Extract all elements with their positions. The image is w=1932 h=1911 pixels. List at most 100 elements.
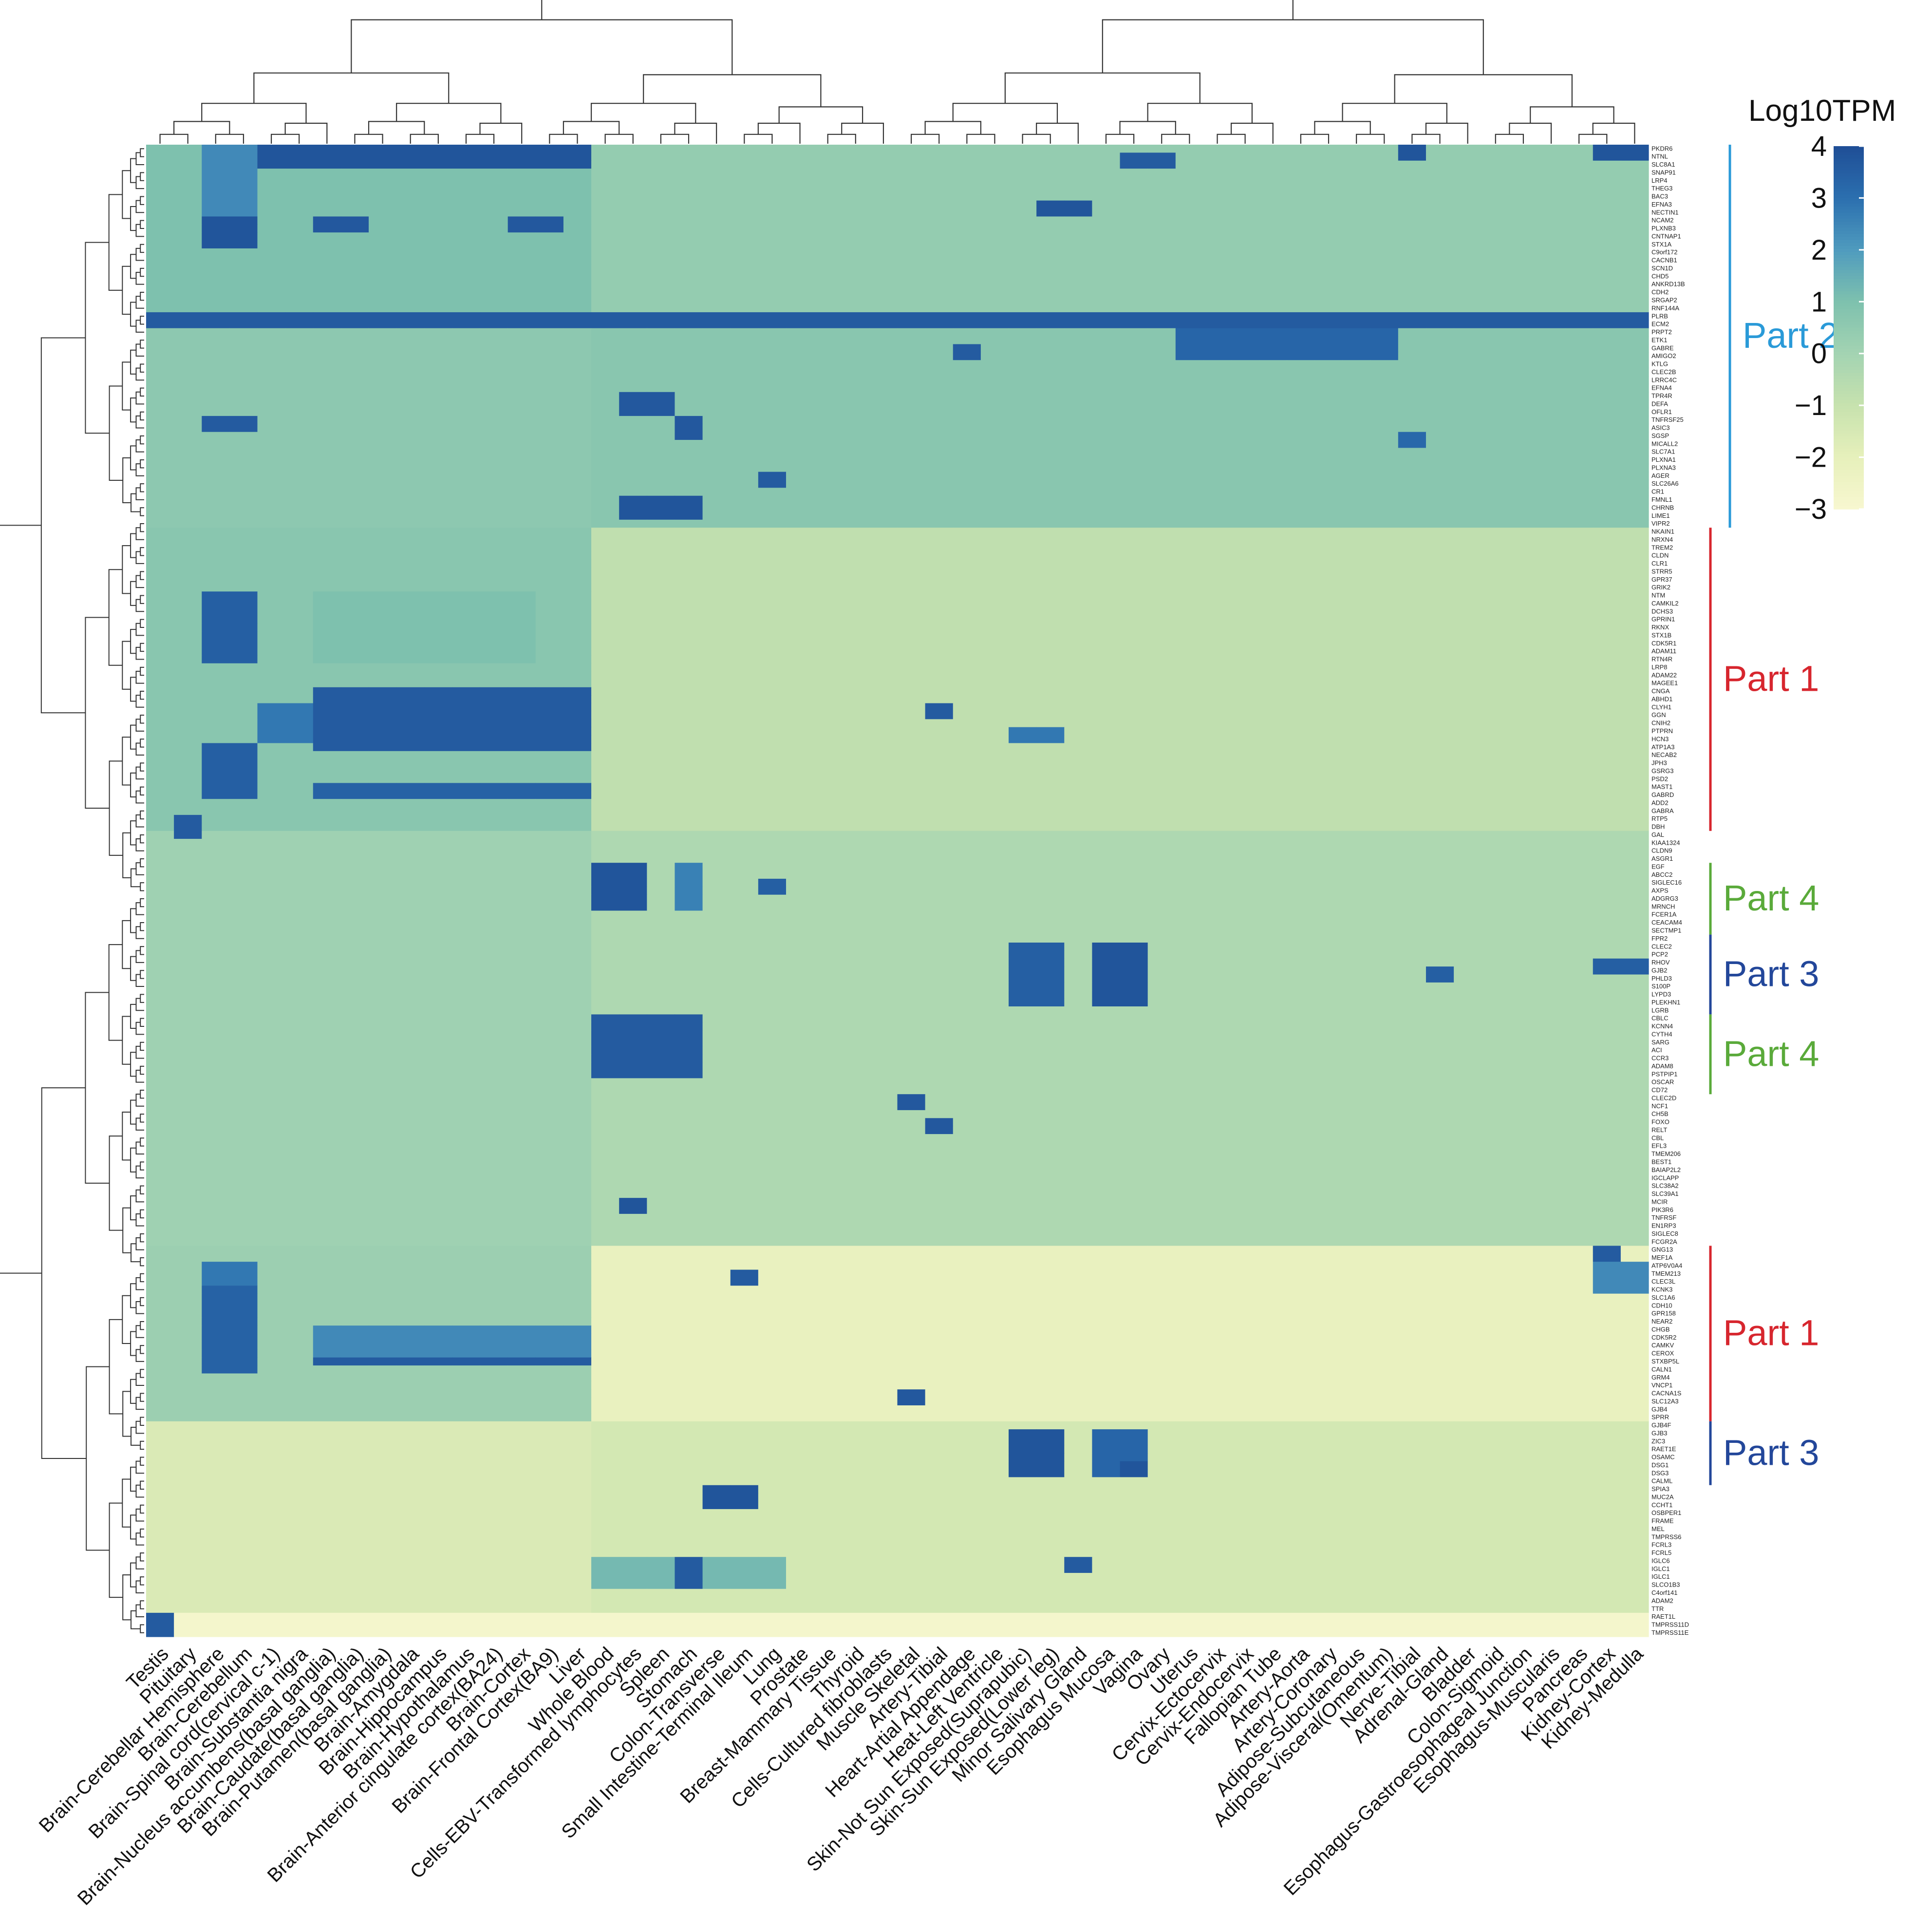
heatmap-cell: [369, 854, 397, 863]
heatmap-cell: [1565, 703, 1594, 712]
heatmap-cell: [619, 791, 647, 799]
heatmap-cell: [424, 408, 453, 416]
heatmap-cell: [1398, 807, 1426, 815]
heatmap-cell: [897, 488, 926, 496]
heatmap-cell: [675, 807, 703, 815]
heatmap-cell: [1064, 304, 1093, 313]
heatmap-cell: [202, 320, 230, 329]
heatmap-cell: [340, 551, 369, 560]
heatmap-cell: [1009, 368, 1037, 377]
heatmap-cell: [1454, 814, 1482, 823]
heatmap-cell: [396, 232, 425, 241]
heatmap-cell: [1092, 472, 1121, 480]
heatmap-cell: [257, 256, 286, 265]
heatmap-cell: [730, 320, 759, 329]
heatmap-cell: [452, 535, 481, 544]
heatmap-cell: [1593, 847, 1621, 855]
heatmap-cell: [1009, 160, 1037, 169]
heatmap-cell: [591, 145, 619, 153]
heatmap-cell: [1287, 847, 1315, 855]
heatmap-cell: [647, 455, 675, 464]
heatmap-cell: [1203, 807, 1232, 815]
heatmap-cell: [953, 543, 981, 552]
heatmap-cell: [1314, 671, 1343, 680]
heatmap-cell: [535, 528, 564, 536]
heatmap-cell: [1120, 647, 1148, 656]
heatmap-cell: [1342, 807, 1371, 815]
heatmap-cell: [897, 296, 926, 305]
heatmap-cell: [146, 280, 174, 289]
heatmap-cell: [897, 495, 926, 504]
heatmap-cell: [369, 767, 397, 776]
heatmap-cell: [563, 671, 592, 680]
heatmap-cell: [1454, 224, 1482, 233]
heatmap-cell: [285, 328, 314, 337]
heatmap-cell: [1203, 655, 1232, 664]
heatmap-cell: [1509, 495, 1538, 504]
heatmap-cell: [452, 735, 481, 744]
heatmap-cell: [786, 799, 814, 808]
heatmap-cell: [1342, 791, 1371, 799]
heatmap-cell: [563, 152, 592, 161]
heatmap-cell: [953, 551, 981, 560]
heatmap-cell: [1120, 264, 1148, 273]
heatmap-cell: [1593, 440, 1621, 449]
heatmap-cell: [786, 791, 814, 799]
heatmap-cell: [563, 575, 592, 584]
heatmap-cell: [340, 870, 369, 879]
heatmap-cell: [202, 831, 230, 839]
heatmap-cell: [1482, 208, 1510, 217]
heatmap-cell: [980, 232, 1009, 241]
heatmap-cell: [1009, 727, 1037, 736]
heatmap-cell: [1370, 655, 1399, 664]
heatmap-cell: [1287, 735, 1315, 744]
heatmap-cell: [925, 176, 954, 185]
heatmap-cell: [480, 504, 508, 512]
heatmap-cell: [313, 511, 341, 520]
heatmap-cell: [953, 568, 981, 576]
heatmap-cell: [1593, 791, 1621, 799]
heatmap-cell: [1398, 432, 1426, 440]
heatmap-cell: [1398, 543, 1426, 552]
heatmap-cell: [1314, 432, 1343, 440]
heatmap-cell: [1231, 464, 1259, 473]
heatmap-cell: [1370, 504, 1399, 512]
heatmap-cell: [675, 791, 703, 799]
heatmap-cell: [1203, 551, 1232, 560]
heatmap-cell: [480, 647, 508, 656]
heatmap-cell: [1509, 839, 1538, 848]
heatmap-cell: [925, 152, 954, 161]
heatmap-cell: [702, 791, 731, 799]
heatmap-cell: [369, 663, 397, 672]
heatmap-cell: [1537, 743, 1566, 752]
heatmap-cell: [1509, 416, 1538, 424]
heatmap-cell: [1009, 615, 1037, 624]
heatmap-cell: [730, 511, 759, 520]
heatmap-cell: [1120, 599, 1148, 608]
heatmap-cell: [1175, 392, 1204, 400]
heatmap-cell: [229, 272, 258, 281]
heatmap-cell: [1593, 192, 1621, 201]
heatmap-cell: [257, 280, 286, 289]
heatmap-cell: [619, 232, 647, 241]
heatmap-cell: [1593, 535, 1621, 544]
heatmap-cell: [1092, 408, 1121, 416]
heatmap-cell: [1175, 639, 1204, 648]
heatmap-cell: [313, 264, 341, 273]
heatmap-cell: [869, 296, 898, 305]
heatmap-cell: [257, 783, 286, 792]
heatmap-cell: [1147, 176, 1176, 185]
heatmap-cell: [369, 216, 397, 225]
heatmap-cell: [1259, 384, 1287, 393]
heatmap-cell: [535, 679, 564, 688]
heatmap-cell: [758, 631, 787, 640]
heatmap-cell: [647, 400, 675, 409]
heatmap-cell: [285, 232, 314, 241]
heatmap-cell: [1036, 735, 1065, 744]
heatmap-cell: [842, 583, 870, 592]
heatmap-cell: [313, 169, 341, 177]
heatmap-cell: [1454, 655, 1482, 664]
heatmap-cell: [869, 639, 898, 648]
heatmap-cell: [1509, 511, 1538, 520]
heatmap-cell: [1147, 240, 1176, 249]
